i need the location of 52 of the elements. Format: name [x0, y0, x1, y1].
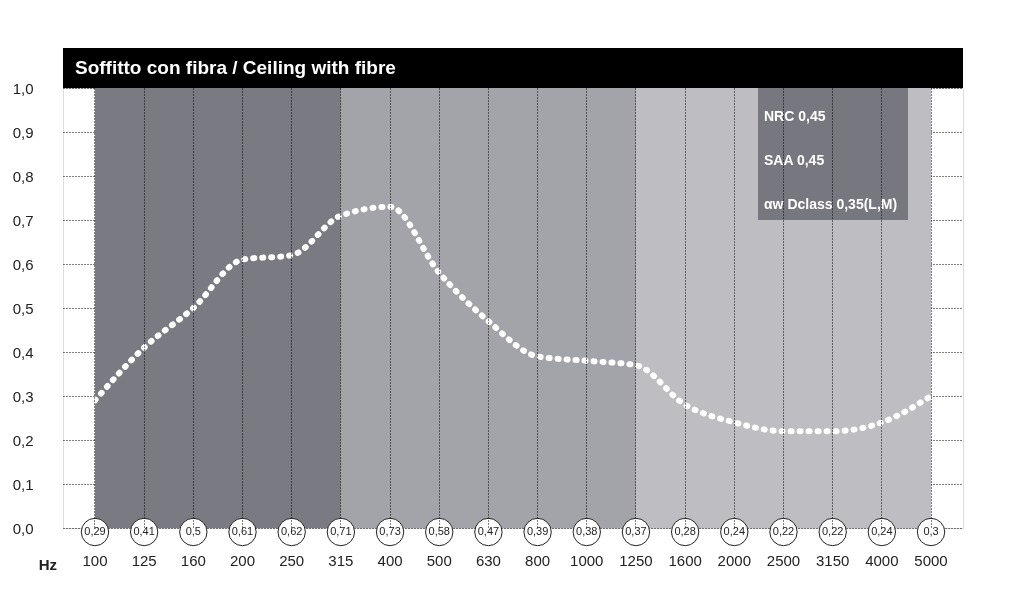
- y-tick-label: 0,5: [12, 299, 34, 317]
- text: 0,58: [428, 525, 450, 537]
- text: 0,22: [772, 525, 795, 537]
- text: 0,5: [185, 525, 201, 537]
- y-tick-label: 1,0: [12, 79, 34, 97]
- annotation: αw Dclass 0,35(L,M): [764, 195, 898, 212]
- x-tick-label: 1250: [619, 551, 653, 569]
- text: 0,24: [723, 525, 746, 537]
- y-tick-label: 0,4: [12, 343, 34, 361]
- text: 0,24: [871, 525, 893, 537]
- text: 0,71: [330, 525, 352, 537]
- x-tick-label: 4000: [865, 551, 899, 569]
- x-tick-label: 630: [475, 551, 501, 569]
- annotation: SAA 0,45: [764, 151, 825, 168]
- x-tick-label: 5000: [914, 551, 948, 569]
- y-tick-label: 0,9: [12, 123, 34, 141]
- x-tick-label: 3150: [815, 551, 850, 569]
- y-tick-label: 0,3: [12, 387, 34, 405]
- text: 0,37: [625, 525, 647, 537]
- text: 0,61: [231, 525, 254, 537]
- y-tick-label: 0,6: [12, 255, 34, 273]
- x-tick-label: 1600: [668, 551, 702, 569]
- y-tick-label: 0,8: [12, 167, 34, 185]
- text: 0,47: [477, 525, 500, 537]
- chart-title: Soffitto con fibra / Ceiling with fibre: [75, 57, 396, 78]
- x-tick-label: 250: [279, 551, 305, 569]
- text: 0,38: [576, 525, 598, 537]
- y-tick-label: 0,7: [12, 211, 34, 229]
- y-tick-label: 0,1: [12, 475, 34, 493]
- x-tick-label: 400: [377, 551, 403, 569]
- text: 0,22: [821, 525, 844, 537]
- text: 0,39: [526, 525, 549, 537]
- x-tick-label: 125: [131, 551, 157, 569]
- annotation: NRC 0,45: [764, 107, 826, 124]
- y-tick-label: 0,0: [12, 519, 34, 537]
- text: 0,62: [280, 525, 303, 537]
- x-tick-label: 200: [229, 551, 256, 569]
- x-tick-label: 2500: [766, 551, 801, 569]
- x-tick-label: 160: [180, 551, 206, 569]
- text: 0,3: [923, 525, 939, 537]
- x-tick-label: 500: [426, 551, 452, 569]
- text: 0,28: [674, 525, 696, 537]
- text: 0,41: [133, 525, 155, 537]
- x-tick-label: 100: [82, 551, 108, 569]
- x-tick-label: 2000: [717, 551, 751, 569]
- text: 0,73: [379, 525, 401, 537]
- x-tick-label: 315: [328, 551, 354, 569]
- y-tick-label: 0,2: [12, 431, 34, 449]
- x-tick-label: 1000: [570, 551, 604, 569]
- x-axis-title: Hz: [38, 556, 57, 573]
- text: 0,29: [84, 525, 106, 537]
- x-tick-label: 800: [525, 551, 551, 569]
